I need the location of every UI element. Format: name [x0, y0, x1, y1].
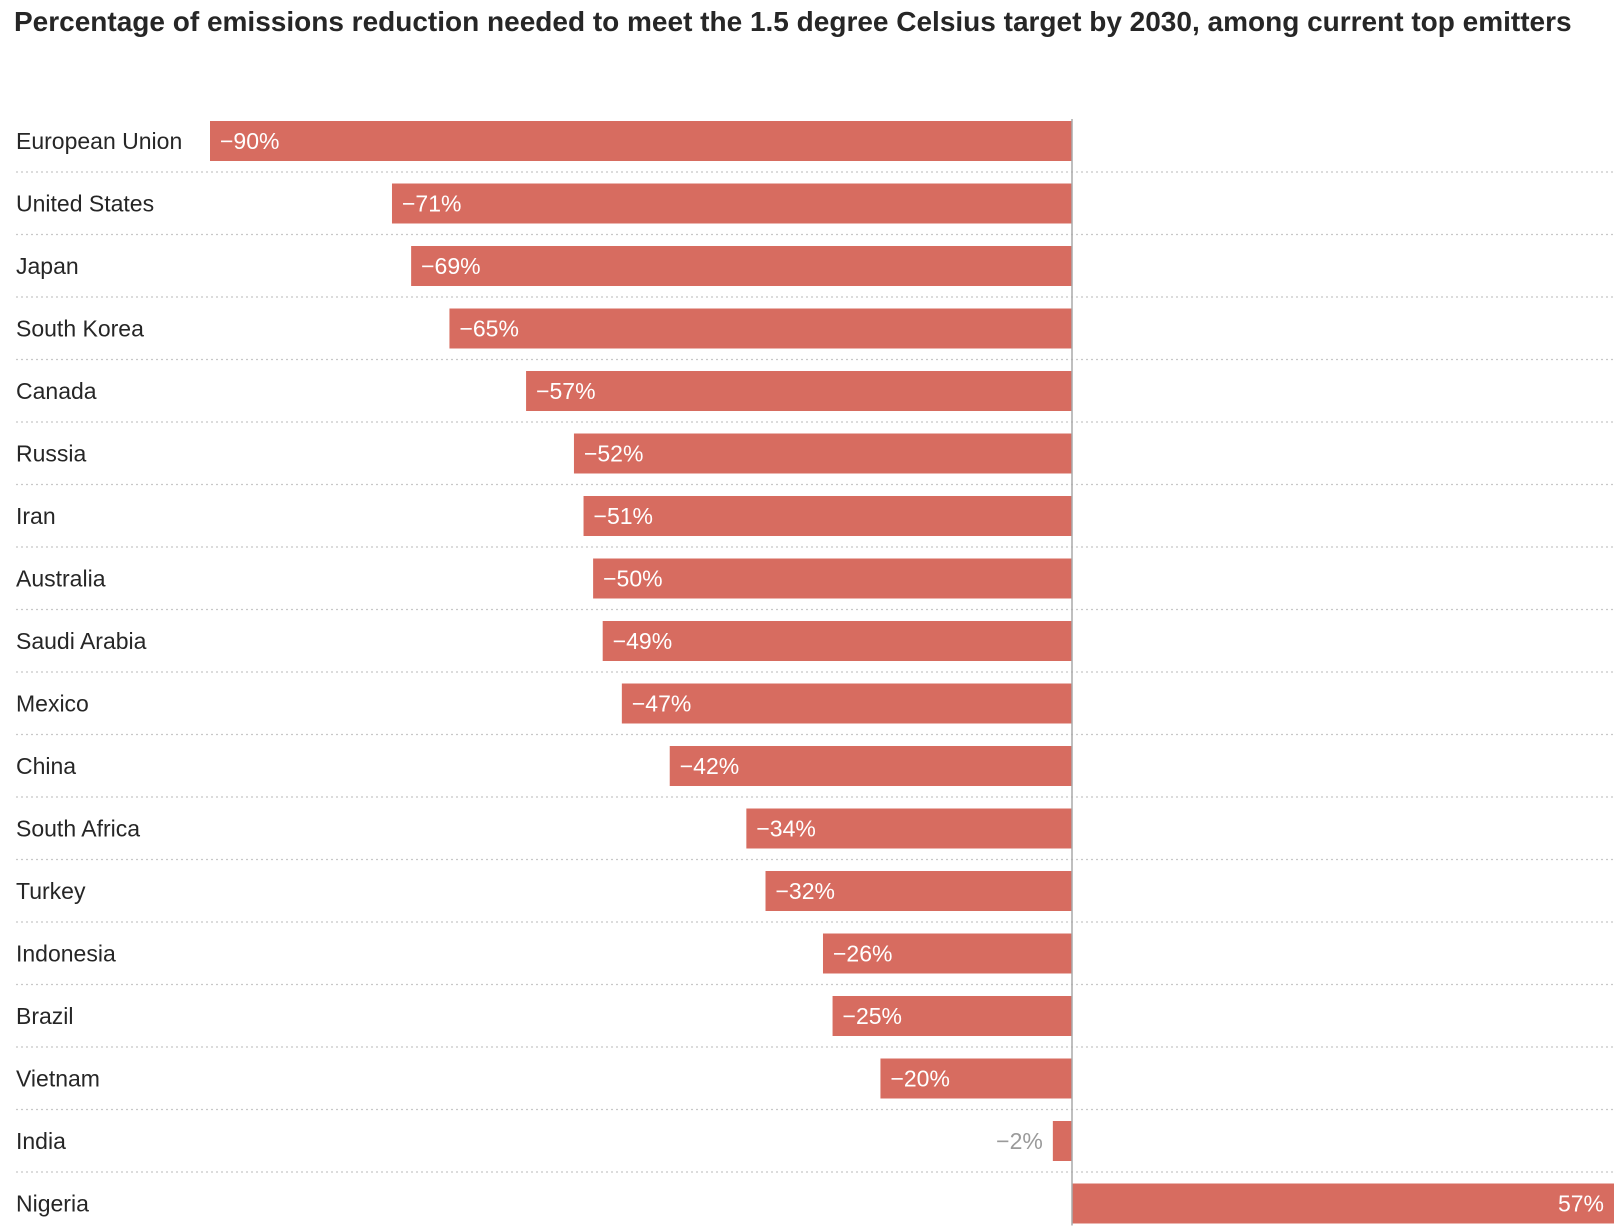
- bar: [593, 558, 1072, 599]
- category-label: Brazil: [16, 1003, 74, 1029]
- value-label: −47%: [632, 691, 691, 717]
- category-label: India: [16, 1128, 66, 1154]
- value-label: 57%: [1558, 1191, 1604, 1217]
- category-label: Indonesia: [16, 941, 116, 967]
- value-label: −51%: [594, 503, 653, 529]
- category-label: European Union: [16, 128, 182, 154]
- category-label: Turkey: [16, 878, 86, 904]
- bar: [602, 621, 1072, 661]
- bar: [621, 683, 1072, 724]
- bar: [391, 183, 1072, 224]
- category-label: Iran: [16, 503, 56, 529]
- labels: European Union −90% United States −71% Japan…: [16, 128, 1604, 1217]
- value-label: −69%: [421, 253, 480, 279]
- bar: [526, 371, 1072, 411]
- category-label: South Africa: [16, 816, 140, 842]
- value-label: −90%: [220, 128, 279, 154]
- category-label: Nigeria: [16, 1191, 89, 1217]
- value-label: −52%: [584, 441, 643, 467]
- value-label: −65%: [459, 316, 518, 342]
- category-label: Japan: [16, 253, 79, 279]
- bar: [832, 996, 1072, 1036]
- bar: [746, 808, 1072, 849]
- bar: [210, 121, 1072, 161]
- value-label: −49%: [613, 628, 672, 654]
- category-label: Russia: [16, 441, 87, 467]
- category-label: Saudi Arabia: [16, 628, 147, 654]
- value-label: −2%: [996, 1128, 1043, 1154]
- value-label: −57%: [536, 378, 595, 404]
- bar: [411, 246, 1073, 286]
- grid-lines: [16, 171, 1614, 1173]
- category-label: United States: [16, 191, 154, 217]
- bar: [1072, 1183, 1614, 1224]
- chart-title: Percentage of emissions reduction needed…: [14, 6, 1572, 37]
- category-label: Canada: [16, 378, 97, 404]
- bar: [880, 1058, 1072, 1099]
- category-label: Mexico: [16, 691, 89, 717]
- bar: [765, 871, 1072, 911]
- value-label: −20%: [890, 1066, 949, 1092]
- bar: [573, 433, 1072, 474]
- value-label: −50%: [603, 566, 662, 592]
- bar: [1052, 1121, 1072, 1161]
- value-label: −32%: [776, 878, 835, 904]
- value-label: −42%: [680, 753, 739, 779]
- bar: [449, 308, 1072, 349]
- bar: [669, 746, 1072, 786]
- category-label: South Korea: [16, 316, 144, 342]
- bar: [583, 496, 1072, 536]
- value-label: −71%: [402, 191, 461, 217]
- category-label: Vietnam: [16, 1066, 100, 1092]
- category-label: China: [16, 753, 76, 779]
- value-label: −25%: [843, 1003, 902, 1029]
- bar: [822, 933, 1072, 974]
- bars: [210, 121, 1614, 1224]
- value-label: −34%: [756, 816, 815, 842]
- category-label: Australia: [16, 566, 106, 592]
- value-label: −26%: [833, 941, 892, 967]
